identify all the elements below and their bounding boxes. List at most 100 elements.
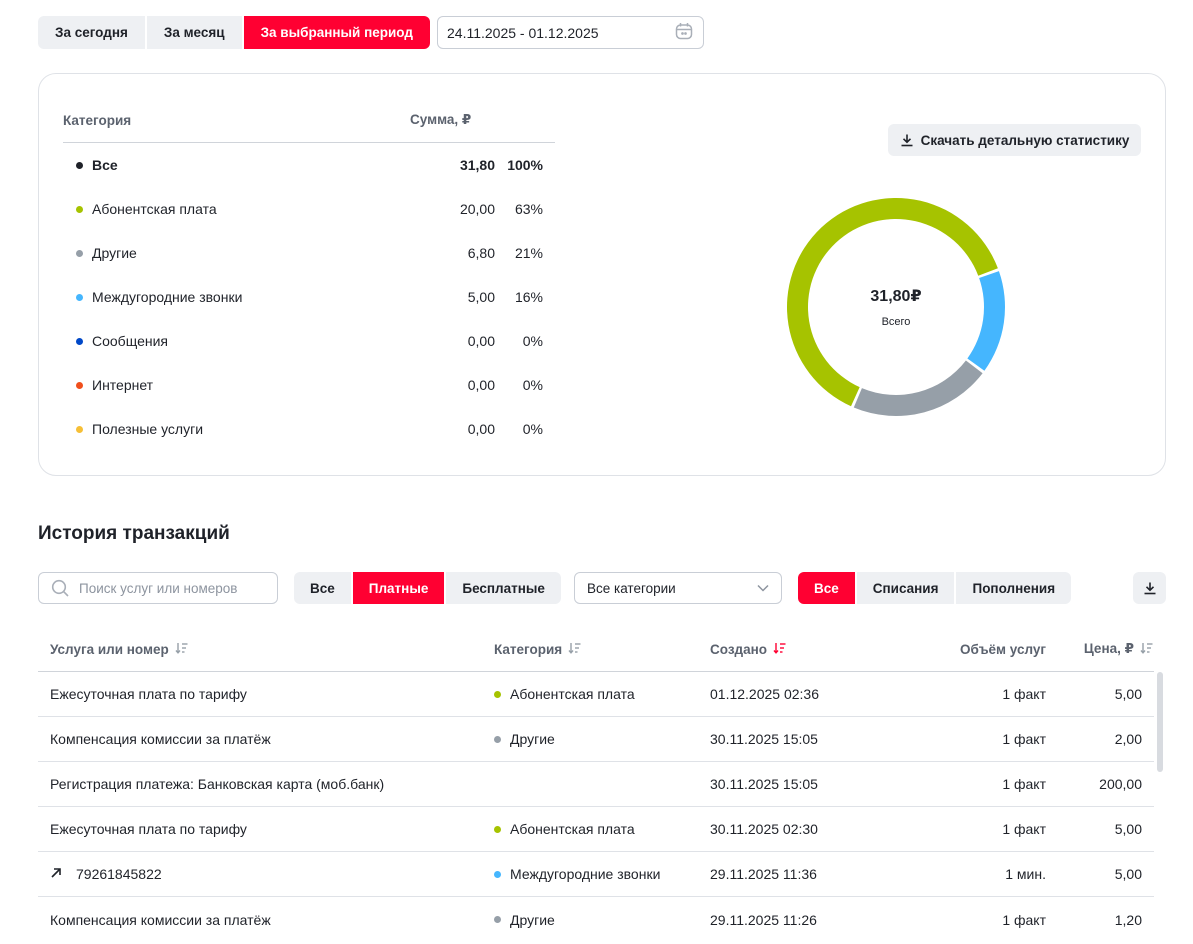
stats-card: Категория Сумма, ₽ Все 31,80 100% Абонентск… — [38, 73, 1166, 476]
row-service: Компенсация комиссии за платёж — [50, 911, 271, 928]
category-percent: 63% — [514, 201, 543, 217]
table-row[interactable]: 79261845822 Междугородние звонки 29.11.202… — [38, 852, 1154, 897]
donut-segment — [853, 360, 983, 416]
download-detailed-stats-button[interactable]: Скачать детальную статистику — [888, 124, 1141, 156]
row-category: Другие — [510, 911, 555, 928]
category-name: Междугородние звонки — [92, 289, 243, 305]
category-percent: 21% — [514, 245, 543, 261]
table-row[interactable]: Компенсация комиссии за платёж Другие 29.1… — [38, 897, 1154, 942]
pay-filter-paid[interactable]: Платные — [352, 572, 447, 604]
category-table: Категория Сумма, ₽ Все 31,80 100% Абонентск… — [63, 98, 555, 451]
category-name: Другие — [92, 245, 137, 261]
category-row: Полезные услуги 0,00 0% — [63, 407, 555, 451]
download-icon — [901, 134, 913, 147]
category-row: Все 31,80 100% — [63, 143, 555, 187]
row-category: Абонентская плата — [510, 821, 635, 837]
pay-filter-free[interactable]: Бесплатные — [446, 572, 561, 604]
download-history-button[interactable] — [1133, 572, 1166, 604]
category-sum: 0,00 — [467, 377, 495, 393]
category-percent: 100% — [507, 157, 543, 173]
sort-by-created[interactable]: Создано — [710, 642, 852, 657]
type-filter-debits[interactable]: Списания — [856, 572, 957, 604]
row-created: 01.12.2025 02:36 — [710, 686, 819, 702]
category-percent: 16% — [514, 289, 543, 305]
row-service: Компенсация комиссии за платёж — [50, 731, 271, 747]
donut-total-value: 31,80₽ — [870, 288, 922, 305]
donut-chart — [787, 197, 1005, 416]
table-row[interactable]: Компенсация комиссии за платёж Другие 30.1… — [38, 717, 1154, 762]
created-column-header: Создано — [710, 641, 768, 657]
row-price: 5,00 — [1114, 686, 1142, 702]
donut-segment — [967, 271, 1005, 371]
row-created: 30.11.2025 15:05 — [710, 776, 818, 792]
category-dot — [494, 690, 501, 698]
category-name: Интернет — [92, 377, 154, 393]
category-sum: 20,00 — [459, 201, 495, 217]
table-row[interactable]: Ежесуточная плата по тарифу Абонентская п… — [38, 672, 1154, 717]
row-volume: 1 факт — [1002, 686, 1046, 702]
category-name: Полезные услуги — [92, 421, 204, 437]
search-placeholder: Поиск услуг или номеров — [79, 580, 238, 596]
category-name: Сообщения — [92, 333, 168, 349]
chevron-down-icon — [757, 584, 769, 592]
service-column-header: Услуга или номер — [50, 641, 169, 657]
period-tabs: За сегодня За месяц За выбранный период — [38, 16, 430, 49]
outgoing-call-icon — [51, 867, 61, 878]
category-percent: 0% — [522, 377, 543, 393]
category-table-header: Категория Сумма, ₽ — [63, 98, 555, 143]
volume-header: Объём услуг — [960, 642, 1046, 657]
category-row: Другие 6,80 21% — [63, 231, 555, 275]
category-dot — [76, 381, 83, 389]
history-title: История транзакций — [38, 523, 230, 544]
category-name: Абонентская плата — [92, 201, 217, 217]
tab-today[interactable]: За сегодня — [38, 16, 147, 49]
transactions-header: Услуга или номер Категория Создано Объём… — [38, 627, 1154, 672]
table-row[interactable]: Регистрация платежа: Банковская карта (м… — [38, 762, 1154, 807]
row-volume: 1 мин. — [1005, 866, 1046, 882]
row-created: 30.11.2025 15:05 — [710, 731, 818, 747]
sort-icon — [175, 642, 188, 657]
category-sum: 6,80 — [467, 245, 495, 261]
category-row: Сообщения 0,00 0% — [63, 319, 555, 363]
sort-by-price[interactable]: Цена, ₽ — [1084, 641, 1153, 657]
category-dot — [76, 337, 83, 345]
row-volume: 1 факт — [1002, 776, 1046, 792]
category-dot — [76, 293, 83, 301]
row-price: 200,00 — [1099, 776, 1142, 792]
row-volume: 1 факт — [1002, 731, 1046, 747]
table-row[interactable]: Ежесуточная плата по тарифу Абонентская п… — [38, 807, 1154, 852]
download-icon — [1144, 582, 1155, 595]
row-price: 1,20 — [1114, 911, 1142, 928]
pay-filter: Все Платные Бесплатные — [294, 572, 561, 604]
row-volume: 1 факт — [1002, 911, 1046, 928]
transactions-table: Услуга или номер Категория Создано Объём… — [38, 627, 1154, 942]
row-service: Регистрация платежа: Банковская карта (м… — [50, 776, 385, 792]
sort-by-service[interactable]: Услуга или номер — [50, 642, 188, 657]
category-sum: 0,00 — [467, 421, 495, 437]
search-input[interactable]: Поиск услуг или номеров — [38, 572, 278, 604]
category-dot — [76, 205, 83, 213]
category-dot — [76, 249, 83, 257]
category-row: Абонентская плата 20,00 63% — [63, 187, 555, 231]
row-service: 79261845822 — [76, 866, 162, 882]
donut-total-label: Всего — [881, 316, 911, 328]
category-select[interactable]: Все категории — [574, 572, 782, 604]
pay-filter-all[interactable]: Все — [294, 572, 353, 604]
date-range-field[interactable]: 24.11.2025 - 01.12.2025 — [437, 16, 704, 49]
sum-column-header: Сумма, ₽ — [410, 112, 472, 127]
sort-icon — [1140, 642, 1153, 657]
tab-month[interactable]: За месяц — [146, 16, 244, 49]
row-created: 30.11.2025 02:30 — [710, 821, 818, 837]
category-row: Интернет 0,00 0% — [63, 363, 555, 407]
tab-custom-period[interactable]: За выбранный период — [243, 16, 430, 49]
table-scrollbar[interactable] — [1157, 672, 1163, 772]
sort-by-category[interactable]: Категория — [494, 642, 581, 657]
calendar-icon[interactable] — [674, 21, 694, 44]
category-sum: 5,00 — [467, 289, 495, 305]
row-created: 29.11.2025 11:26 — [710, 911, 817, 928]
row-price: 5,00 — [1114, 866, 1142, 882]
type-filter-all[interactable]: Все — [798, 572, 857, 604]
row-price: 2,00 — [1114, 731, 1142, 747]
category-select-value: Все категории — [587, 580, 676, 596]
type-filter-topups[interactable]: Пополнения — [956, 572, 1072, 604]
